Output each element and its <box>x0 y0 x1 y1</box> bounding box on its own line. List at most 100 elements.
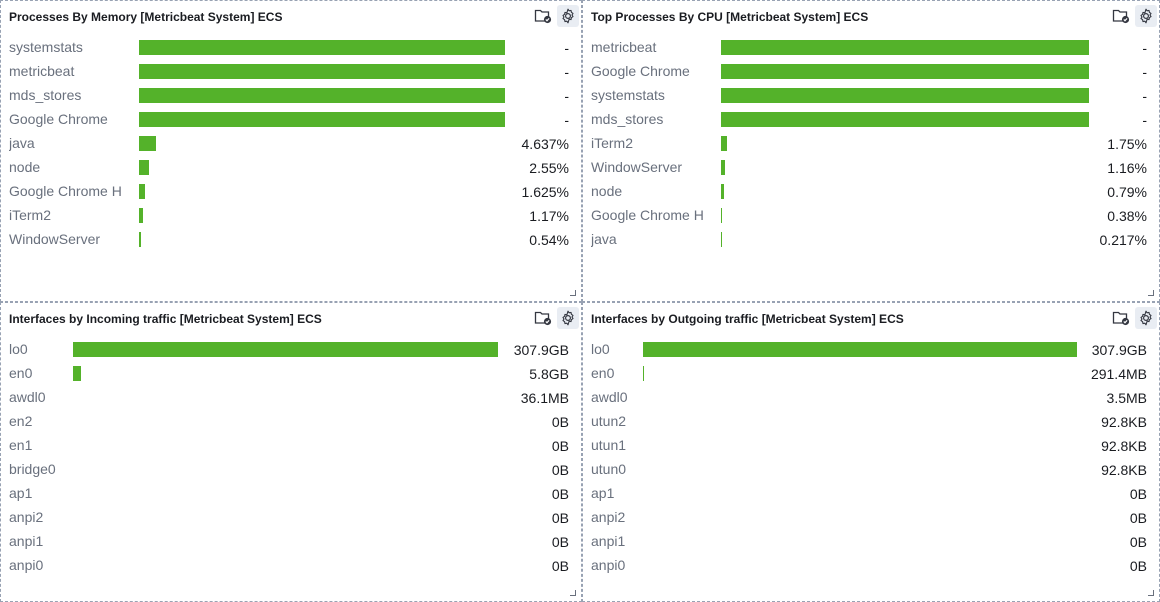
metric-list: metricbeat - Google Chrome - systemstats - mds… <box>591 36 1147 252</box>
metric-label: metricbeat <box>591 39 657 55</box>
gear-icon[interactable] <box>1135 5 1157 27</box>
metric-row: bridge0 0B <box>9 458 569 482</box>
metric-label: java <box>9 135 35 151</box>
folder-check-icon[interactable] <box>1110 5 1132 27</box>
metric-value: 0B <box>551 462 569 478</box>
metric-value: 3.5MB <box>1106 390 1147 406</box>
panel-title: Interfaces by Outgoing traffic [Metricbe… <box>591 312 904 326</box>
folder-check-icon[interactable] <box>532 307 554 329</box>
metric-label: node <box>9 159 41 175</box>
metric-row: java 0.217% <box>591 228 1147 252</box>
metric-row: lo0 307.9GB <box>591 338 1147 362</box>
panel-header-actions <box>532 307 579 329</box>
metric-row: utun1 92.8KB <box>591 434 1147 458</box>
metric-label: awdl0 <box>591 389 628 405</box>
folder-check-icon[interactable] <box>1110 307 1132 329</box>
metric-label: anpi2 <box>9 509 44 525</box>
metric-label: iTerm2 <box>591 135 634 151</box>
metric-row: metricbeat - <box>9 60 569 84</box>
folder-check-icon[interactable] <box>532 5 554 27</box>
metric-value: - <box>1142 88 1147 104</box>
metric-label: node <box>591 183 623 199</box>
metric-value: 5.8GB <box>529 366 569 382</box>
gear-icon[interactable] <box>1135 307 1157 329</box>
metric-bar <box>721 232 722 247</box>
metric-bar <box>139 64 505 79</box>
metric-label: ap1 <box>591 485 615 501</box>
metric-value: - <box>564 112 569 128</box>
metric-value: - <box>564 88 569 104</box>
metric-value: - <box>1142 40 1147 56</box>
metric-value: 291.4MB <box>1090 366 1147 382</box>
metric-label: en1 <box>9 437 33 453</box>
metric-bar <box>139 232 141 247</box>
metric-row: node 0.79% <box>591 180 1147 204</box>
metric-value: 1.16% <box>1107 160 1147 176</box>
metric-value: 0B <box>1129 558 1147 574</box>
metric-bar <box>139 136 156 151</box>
metric-value: 0B <box>551 510 569 526</box>
metric-value: 92.8KB <box>1101 462 1147 478</box>
metric-row: mds_stores - <box>9 84 569 108</box>
metric-label: java <box>591 231 617 247</box>
metric-row: java 4.637% <box>9 132 569 156</box>
resize-handle[interactable] <box>570 290 576 296</box>
metric-bar <box>721 112 1089 127</box>
metric-row: awdl0 3.5MB <box>591 386 1147 410</box>
metric-row: Google Chrome H 1.625% <box>9 180 569 204</box>
metric-row: anpi0 0B <box>9 554 569 578</box>
gear-icon[interactable] <box>557 307 579 329</box>
panel-header-actions <box>1110 307 1157 329</box>
metric-row: systemstats - <box>591 84 1147 108</box>
metric-row: awdl0 36.1MB <box>9 386 569 410</box>
metric-row: anpi0 0B <box>591 554 1147 578</box>
metric-label: Google Chrome H <box>9 183 122 199</box>
metric-bar <box>139 160 149 175</box>
metric-label: en0 <box>9 365 33 381</box>
metric-label: anpi0 <box>591 557 626 573</box>
metric-label: systemstats <box>9 39 83 55</box>
metric-value: 0B <box>551 438 569 454</box>
metric-bar <box>721 136 727 151</box>
metric-label: ap1 <box>9 485 33 501</box>
metric-label: utun2 <box>591 413 627 429</box>
metric-bar <box>721 64 1089 79</box>
metric-row: en0 291.4MB <box>591 362 1147 386</box>
panel-interfaces-incoming-traffic: Interfaces by Incoming traffic [Metricbe… <box>0 302 582 602</box>
metric-label: utun1 <box>591 437 627 453</box>
metric-row: Google Chrome H 0.38% <box>591 204 1147 228</box>
panel-title: Interfaces by Incoming traffic [Metricbe… <box>9 312 322 326</box>
metric-label: anpi1 <box>591 533 626 549</box>
resize-handle[interactable] <box>1148 290 1154 296</box>
metric-label: anpi1 <box>9 533 44 549</box>
metric-label: Google Chrome <box>591 63 690 79</box>
metric-label: en2 <box>9 413 33 429</box>
metric-label: lo0 <box>591 341 610 357</box>
metric-value: 0B <box>551 414 569 430</box>
resize-handle[interactable] <box>1148 590 1154 596</box>
metric-row: utun2 92.8KB <box>591 410 1147 434</box>
metric-row: en2 0B <box>9 410 569 434</box>
metric-list: lo0 307.9GB en0 291.4MB awdl0 3.5MB utun2 92.8K… <box>591 338 1147 578</box>
metric-value: 307.9GB <box>1091 342 1147 358</box>
metric-label: metricbeat <box>9 63 75 79</box>
gear-icon[interactable] <box>557 5 579 27</box>
metric-row: ap1 0B <box>591 482 1147 506</box>
metric-label: awdl0 <box>9 389 46 405</box>
metric-bar <box>643 342 1077 357</box>
metric-value: 92.8KB <box>1101 438 1147 454</box>
panel-header-actions <box>532 5 579 27</box>
metric-label: en0 <box>591 365 615 381</box>
metric-label: WindowServer <box>591 159 683 175</box>
metric-bar <box>721 160 725 175</box>
metric-row: metricbeat - <box>591 36 1147 60</box>
metric-label: WindowServer <box>9 231 101 247</box>
metric-value: 0B <box>1129 486 1147 502</box>
metric-value: 0B <box>1129 534 1147 550</box>
metric-value: - <box>564 40 569 56</box>
resize-handle[interactable] <box>570 590 576 596</box>
metric-row: anpi1 0B <box>9 530 569 554</box>
metric-row: anpi2 0B <box>9 506 569 530</box>
panel-title: Top Processes By CPU [Metricbeat System]… <box>591 10 869 24</box>
panel-processes-by-memory: Processes By Memory [Metricbeat System] … <box>0 0 582 302</box>
